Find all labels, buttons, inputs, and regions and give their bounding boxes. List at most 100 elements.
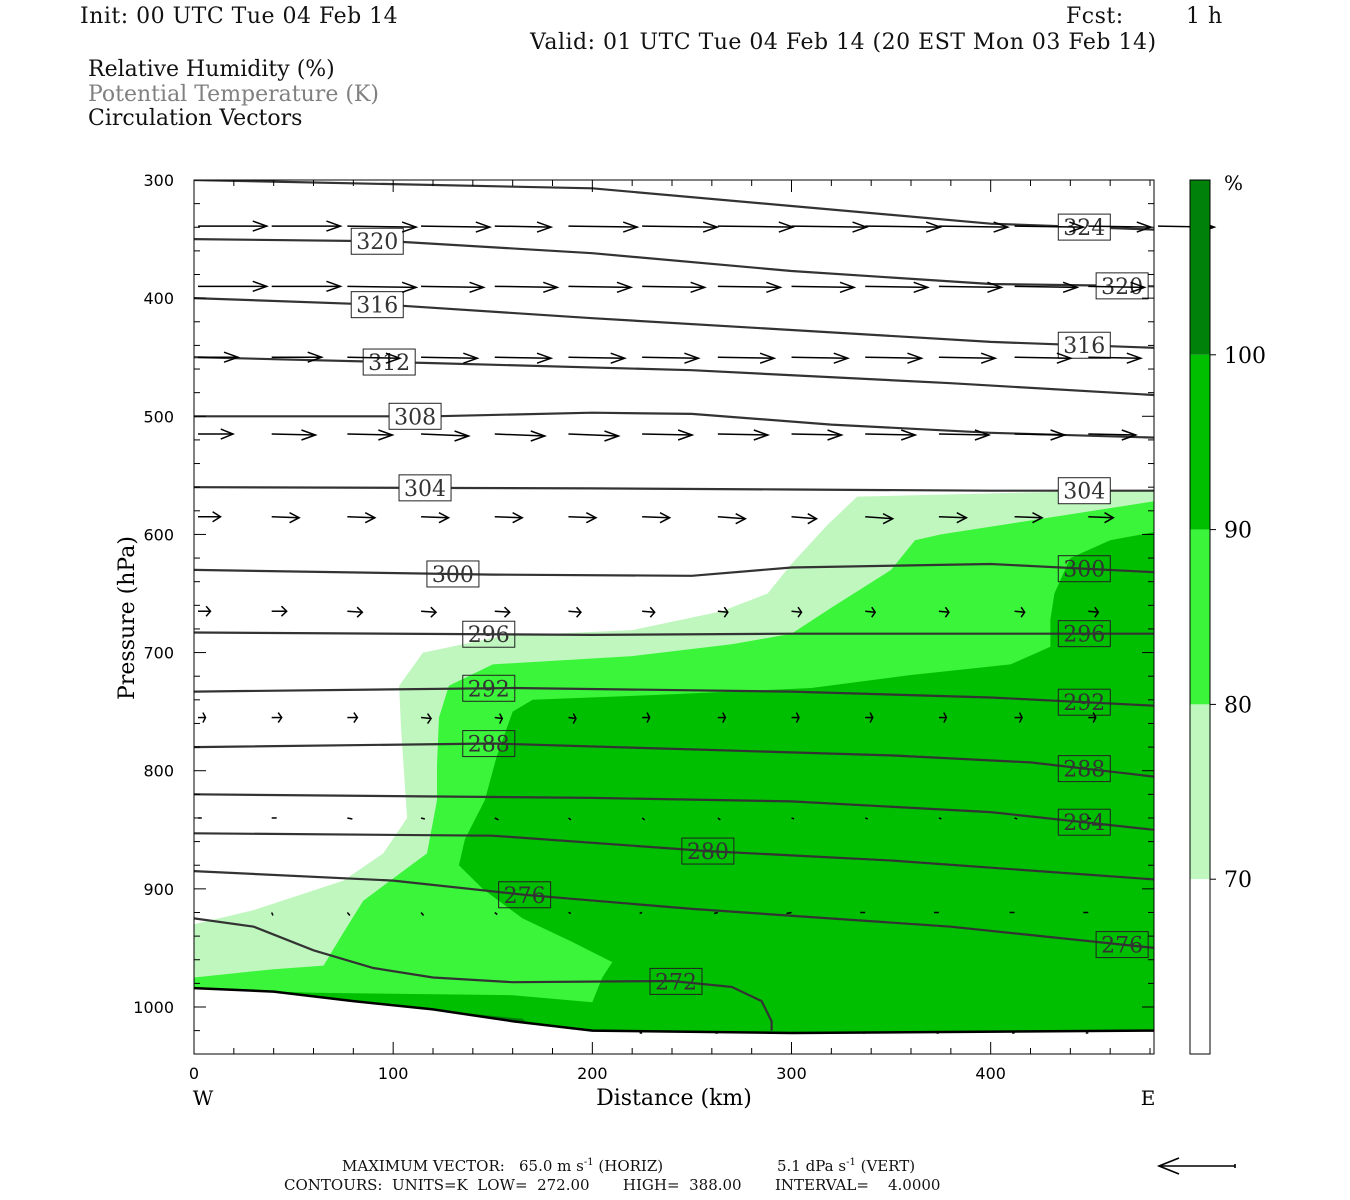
theta-label-280: 280 (681, 837, 735, 865)
vector-arrow (865, 352, 924, 364)
vector-arrow (198, 428, 235, 440)
svg-text:288: 288 (1063, 758, 1105, 783)
vector-arrow (494, 512, 524, 524)
svg-text:308: 308 (394, 405, 436, 430)
vector-arrow (1014, 512, 1044, 524)
y-tick-label: 800 (143, 762, 174, 781)
vector-arrow (346, 912, 351, 916)
theta-label-292: 292 (1057, 688, 1111, 716)
vector-arrow (865, 281, 930, 294)
vector-arrow (347, 712, 359, 723)
vector-arrow (786, 911, 792, 915)
svg-text:304: 304 (404, 477, 446, 502)
svg-text:296: 296 (1063, 623, 1105, 648)
svg-text:300: 300 (432, 563, 474, 588)
max-vector-horiz: 65.0 m s-1 (HORIZ) (519, 1157, 664, 1175)
vector-arrow (1088, 512, 1115, 524)
theta-label-316: 316 (1057, 331, 1111, 359)
vector-arrow (198, 280, 269, 293)
rh-region-90 (194, 532, 1154, 1041)
svg-text:276: 276 (504, 884, 546, 909)
vector-arrow (494, 352, 554, 364)
colorbar-band (1190, 529, 1210, 705)
y-tick-label: 300 (143, 171, 174, 190)
svg-text:304: 304 (1063, 480, 1105, 505)
theta-contour-276 (194, 870, 1154, 949)
vector-arrow (791, 281, 857, 294)
vector-arrow (1014, 712, 1023, 723)
vector-arrow (271, 912, 274, 916)
vector-arrow (938, 281, 1004, 294)
forecast-hour: 1 h (1186, 4, 1223, 29)
colorbar-label: 90 (1224, 519, 1252, 544)
vector-arrow (347, 281, 419, 294)
vector-arrow (198, 511, 222, 523)
vector-arrow (642, 606, 656, 618)
vector-arrow (198, 351, 241, 363)
vector-arrow (347, 221, 419, 233)
vector-arrow (717, 513, 747, 525)
theta-label-276: 276 (498, 881, 552, 909)
ground-line (194, 986, 1154, 1035)
vector-arrow (717, 281, 783, 294)
vector-arrow (494, 817, 499, 821)
theta-label-304: 304 (1057, 477, 1111, 505)
colorbar-unit: % (1224, 171, 1243, 195)
vector-arrow (494, 911, 498, 916)
colorbar-band (1190, 879, 1210, 1054)
x-tick-label: 0 (189, 1064, 199, 1083)
svg-text:292: 292 (468, 677, 510, 702)
vector-arrow (420, 817, 426, 820)
vector-arrow (938, 817, 942, 820)
theta-label-300: 300 (426, 560, 480, 588)
vector-arrow (865, 513, 895, 525)
vector-arrow (713, 911, 719, 915)
theta-contour-316 (194, 297, 1154, 349)
theta-label-316: 316 (350, 291, 404, 319)
vector-arrow (271, 280, 343, 293)
svg-text:280: 280 (687, 840, 729, 865)
plot-frame (193, 179, 1155, 1055)
theta-label-296: 296 (1057, 620, 1111, 648)
vector-arrow (865, 221, 943, 233)
vector-arrow (421, 352, 480, 364)
colorbar-label: 70 (1224, 868, 1252, 893)
vector-arrow (271, 512, 301, 524)
vector-arrow (1088, 712, 1097, 723)
max-vector-vert: 5.1 dPa s-1 (VERT) (777, 1157, 916, 1175)
vector-arrow (864, 817, 868, 820)
theta-label-288: 288 (462, 730, 516, 758)
y-axis-title: Pressure (hPa) (115, 536, 140, 700)
vector-arrow (198, 220, 269, 232)
valid-time: Valid: 01 UTC Tue 04 Feb 14 (20 EST Mon … (530, 30, 1157, 55)
vector-arrow (420, 912, 425, 916)
vector-arrow (421, 512, 451, 524)
vector-arrow (642, 512, 672, 524)
theta-label-308: 308 (388, 402, 442, 430)
vector-arrow (568, 430, 621, 442)
svg-text:276: 276 (1101, 934, 1143, 959)
y-tick-label: 500 (143, 407, 174, 426)
vector-arrow (494, 606, 511, 618)
vector-arrow (642, 712, 651, 723)
theta-label-276: 276 (1095, 931, 1149, 959)
vector-arrow (347, 606, 364, 618)
theta-label-304: 304 (398, 474, 452, 502)
vector-arrow (347, 429, 395, 441)
plot-border (193, 179, 1155, 1055)
below-ground (194, 988, 1154, 1054)
theta-contour-320 (194, 238, 1154, 288)
vector-arrow (641, 817, 646, 821)
vector-arrow (568, 911, 572, 915)
vector-arrow (717, 221, 796, 233)
theta-label-284: 284 (1057, 808, 1111, 836)
x-tick-label: 400 (975, 1064, 1006, 1083)
vector-arrow (717, 606, 729, 618)
vector-arrow (1014, 817, 1018, 820)
forecast-label: Fcst: (1066, 4, 1124, 29)
vector-arrow (421, 221, 493, 233)
vector-arrow (791, 606, 803, 618)
vector-arrow (1014, 281, 1080, 294)
